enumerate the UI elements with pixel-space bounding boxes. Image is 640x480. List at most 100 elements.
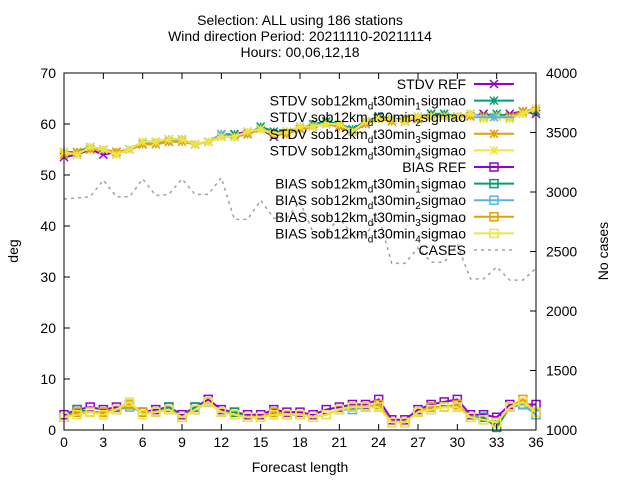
data-point: [491, 422, 502, 433]
data-point: [177, 412, 187, 422]
data-point: [347, 402, 358, 412]
data-point: [85, 407, 95, 417]
title-line: Hours: 00,06,12,18: [240, 44, 359, 60]
data-point: [387, 114, 397, 124]
legend-marker: [489, 79, 499, 89]
data-point: [203, 397, 213, 407]
data-point: [374, 114, 384, 124]
legend-label: BIAS sob12kmdt30min2sigmao: [275, 192, 466, 212]
data-point: [269, 409, 279, 420]
data-point: [124, 397, 135, 407]
legend-label: STDV sob12kmdt30min3sigmao: [270, 126, 467, 146]
x-tick-label: 15: [253, 434, 269, 450]
legend-label: BIAS REF: [402, 159, 466, 175]
y-tick-label: 20: [40, 320, 56, 336]
legend-marker: [489, 178, 499, 189]
data-point: [177, 134, 187, 144]
x-tick-label: 3: [99, 434, 107, 450]
legend-label: BIAS sob12kmdt30min1sigmao: [275, 176, 466, 196]
y-tick-label: 30: [40, 269, 56, 285]
data-point: [151, 137, 161, 147]
data-point: [308, 412, 318, 422]
data-point: [85, 142, 95, 152]
data-point: [439, 111, 449, 121]
data-point: [137, 409, 148, 420]
data-point: [505, 402, 515, 412]
x-tick-label: 6: [139, 434, 147, 450]
x-axis-label: Forecast length: [252, 459, 349, 475]
data-point: [321, 119, 331, 129]
data-point: [203, 137, 213, 147]
data-point: [216, 407, 227, 417]
data-point: [479, 114, 489, 124]
y-tick-label: 10: [40, 371, 56, 387]
x-tick-label: 0: [60, 434, 68, 450]
y2-tick-label: 3000: [546, 184, 577, 200]
y2-tick-label: 3500: [546, 125, 577, 141]
y2-axis-label: No cases: [595, 222, 611, 280]
data-point: [465, 412, 476, 422]
data-point: [478, 415, 489, 425]
data-point: [242, 412, 253, 422]
data-point: [360, 402, 371, 412]
data-point: [164, 134, 174, 144]
plot-area: [59, 104, 541, 433]
data-point: [295, 409, 305, 420]
y2-tick-label: 2500: [546, 244, 577, 260]
data-point: [98, 144, 108, 155]
y-tick-label: 40: [40, 218, 56, 234]
data-point: [505, 114, 515, 124]
data-point: [426, 111, 436, 121]
series-line: [63, 400, 537, 424]
data-point: [295, 122, 305, 132]
data-point: [361, 116, 371, 126]
legend-marker: [489, 162, 499, 172]
data-point: [282, 127, 292, 137]
data-point: [72, 409, 82, 420]
data-point: [518, 109, 528, 119]
data-point: [98, 409, 109, 420]
x-tick-label: 12: [214, 434, 230, 450]
y-tick-label: 0: [48, 422, 56, 438]
data-point: [321, 409, 331, 420]
y2-tick-label: 1000: [546, 422, 577, 438]
data-point: [269, 129, 279, 139]
data-point: [387, 417, 397, 428]
y-tick-label: 70: [40, 65, 56, 81]
x-tick-label: 33: [489, 434, 505, 450]
data-point: [400, 417, 410, 428]
legend-label: BIAS sob12kmdt30min4sigmao: [275, 225, 466, 245]
legend-marker: [489, 112, 499, 122]
legend-label: STDV sob12kmdt30min2sigmao: [270, 109, 467, 129]
data-point: [413, 111, 423, 121]
legend-label: STDV sob12kmdt30min4sigmao: [270, 142, 467, 162]
data-point: [282, 409, 292, 420]
legend-marker: [489, 228, 499, 239]
data-point: [255, 412, 266, 422]
data-point: [151, 407, 161, 417]
data-point: [321, 404, 331, 415]
data-point: [308, 122, 318, 132]
y-axis-label: deg: [5, 239, 21, 262]
legend-label: CASES: [419, 242, 466, 258]
x-tick-label: 9: [178, 434, 186, 450]
data-point: [518, 397, 528, 407]
x-tick-label: 36: [528, 434, 544, 450]
data-point: [347, 127, 357, 137]
data-point: [439, 402, 449, 412]
data-point: [256, 124, 266, 134]
data-point: [229, 132, 239, 142]
data-point: [452, 111, 462, 121]
legend-label: STDV REF: [397, 76, 466, 92]
legend-marker: [489, 145, 499, 155]
marker-stroke: [489, 79, 499, 89]
data-point: [72, 150, 82, 160]
x-tick-label: 21: [332, 434, 348, 450]
y2-tick-label: 2000: [546, 303, 577, 319]
data-point: [111, 150, 121, 160]
data-point: [190, 139, 200, 149]
title-line: Wind direction Period: 20211110-20211114: [168, 28, 432, 44]
